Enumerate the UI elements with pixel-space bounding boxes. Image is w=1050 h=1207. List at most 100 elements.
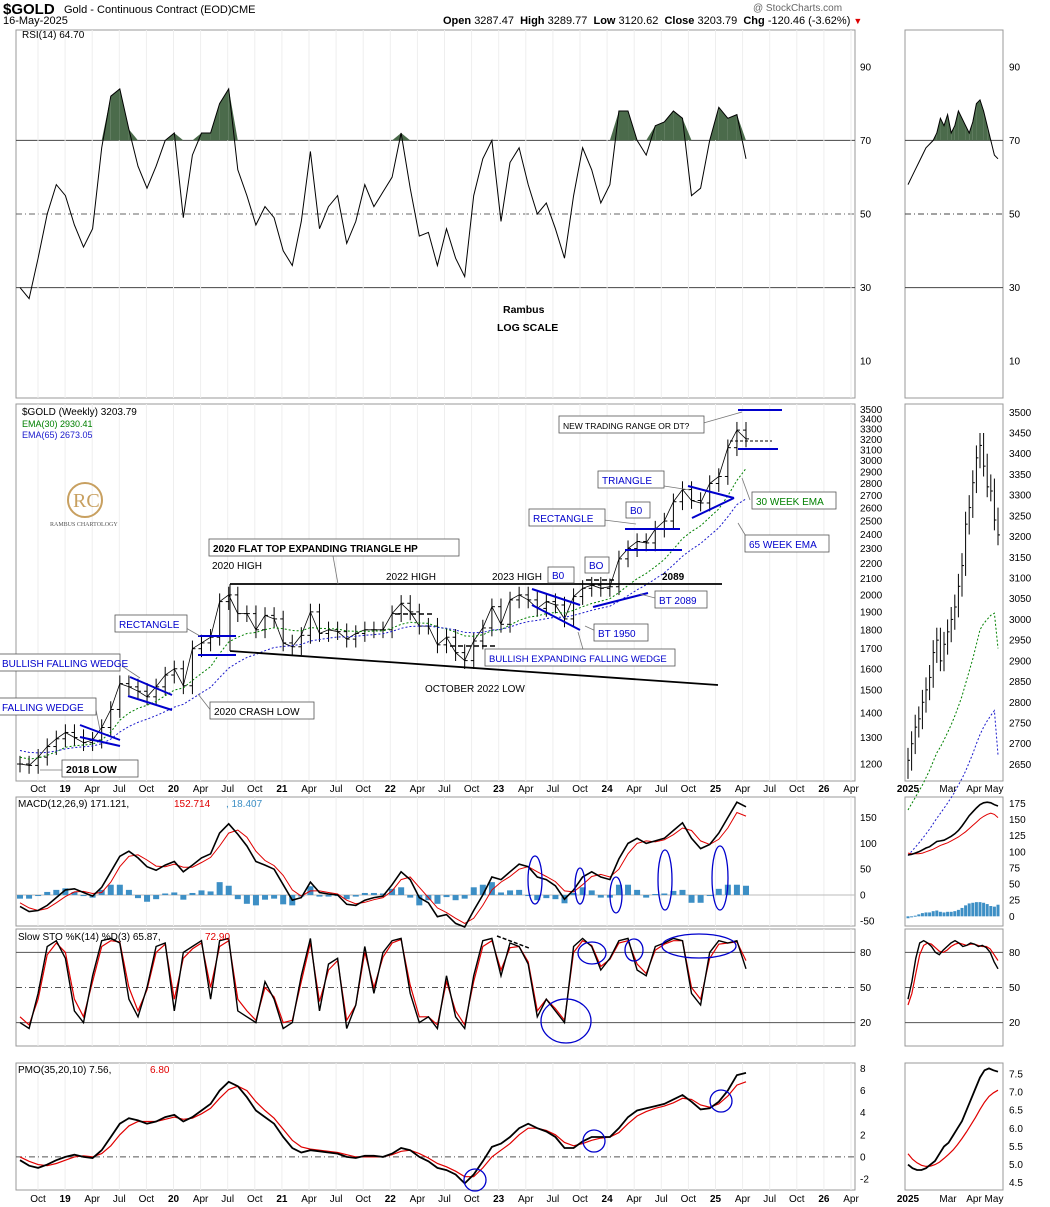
ema65-annot-label-box xyxy=(744,534,830,553)
befw-top xyxy=(531,588,581,606)
x-tick-label: Apr xyxy=(193,1194,209,1205)
pointer xyxy=(663,485,691,491)
y-tick-label: 20 xyxy=(1009,1018,1021,1029)
macd-histogram-bar xyxy=(62,888,69,896)
bt1950-label-box xyxy=(593,623,649,642)
y-tick-label: 50 xyxy=(860,210,872,221)
panel-frame-macd xyxy=(15,796,856,927)
zoom-macd-histogram-bar xyxy=(924,912,928,917)
pmo-signal-line xyxy=(19,1081,747,1178)
zoom-x-tick: May xyxy=(985,1194,1004,1205)
macd-histogram-bar xyxy=(234,895,241,900)
ema30-annot-label-box xyxy=(751,491,837,510)
zoom-rsi-fill xyxy=(958,110,962,141)
zoom-macd-histogram-bar xyxy=(938,911,942,917)
macd-histogram-bar xyxy=(325,895,332,897)
x-tick-label: Oct xyxy=(30,784,46,795)
chg-label: Chg xyxy=(743,15,765,27)
y-tick-label: 80 xyxy=(860,948,872,959)
zoom-rsi-fill xyxy=(976,99,980,141)
macd-histogram-bar xyxy=(243,895,250,904)
zoom-sto-k xyxy=(907,939,999,1000)
macd-histogram-bar xyxy=(71,891,78,896)
macd-histogram-bar xyxy=(125,889,132,896)
macd-histogram-bar xyxy=(507,890,514,896)
sto-ellipse xyxy=(661,933,737,959)
zoom-macd-histogram-bar xyxy=(949,911,953,917)
y-tick-label: 1700 xyxy=(860,644,883,655)
y-tick-label: 25 xyxy=(1009,896,1021,907)
x-tick-label: 23 xyxy=(493,1194,505,1205)
y-tick-label: 2 xyxy=(860,1130,866,1141)
triangle-bottom xyxy=(691,497,735,519)
x-tick-label: Oct xyxy=(681,1194,697,1205)
macd-histogram-bar xyxy=(44,891,51,896)
level-2089-label: 2089 xyxy=(662,572,685,583)
befw-label-box xyxy=(484,648,676,667)
macd-histogram-bar xyxy=(343,895,350,900)
rsi-overbought-fill xyxy=(110,88,120,141)
y-tick-label: 2000 xyxy=(860,590,883,601)
zoom-macd-histogram-bar xyxy=(935,910,939,917)
rsi-overbought-fill xyxy=(664,110,674,141)
y-tick-label: 3400 xyxy=(1009,449,1032,460)
macd-histogram-bar xyxy=(697,895,704,903)
macd-ellipse xyxy=(574,867,586,905)
x-tick-label: Apr xyxy=(518,784,534,795)
new-range-label: NEW TRADING RANGE OR DT? xyxy=(563,421,690,431)
y-tick-label: 3100 xyxy=(1009,574,1032,585)
x-tick-label: Jul xyxy=(221,1194,234,1205)
new-range-label-box xyxy=(558,415,705,434)
rsi-overbought-fill xyxy=(718,107,728,141)
x-tick-label: Oct xyxy=(355,784,371,795)
bfw-top xyxy=(129,676,173,696)
macd-histogram-bar xyxy=(380,893,386,896)
x-tick-label: Jul xyxy=(113,1194,126,1205)
y-tick-label: 6 xyxy=(860,1086,866,1097)
zoom-frame-pmo xyxy=(904,1062,1004,1191)
data-layer xyxy=(17,87,1000,1185)
x-tick-label: Jul xyxy=(547,1194,560,1205)
zoom-macd-histogram-bar xyxy=(996,904,1000,917)
x-tick-label: Oct xyxy=(681,784,697,795)
y-tick-label: 3000 xyxy=(1009,615,1032,626)
zoom-rsi-fill xyxy=(972,103,977,141)
y-tick-label: 0 xyxy=(860,891,866,902)
y-tick-label: 2200 xyxy=(860,559,883,570)
y-tick-label: 2800 xyxy=(1009,698,1032,709)
macd-histogram-bar xyxy=(271,895,278,899)
macd-histogram-bar xyxy=(53,889,60,896)
macd-histogram-bar xyxy=(688,895,695,903)
x-tick-label: Apr xyxy=(843,784,859,795)
open-value: 3287.47 xyxy=(474,15,514,27)
y-tick-label: 1600 xyxy=(860,664,883,675)
macd-ellipse xyxy=(711,845,729,911)
macd-histogram-bar xyxy=(107,884,114,896)
rsi-overbought-fill xyxy=(392,133,402,141)
x-tick-label: Apr xyxy=(843,1194,859,1205)
y-tick-label: 70 xyxy=(860,136,872,147)
x-tick-label: Oct xyxy=(139,1194,155,1205)
y-tick-label: 2400 xyxy=(860,530,883,541)
close-value: 3203.79 xyxy=(697,15,738,27)
x-tick-label: Apr xyxy=(193,784,209,795)
zoom-macd-histogram-bar xyxy=(920,913,924,917)
y-tick-label: 75 xyxy=(1009,863,1021,874)
x-tick-label: Jul xyxy=(547,784,560,795)
y-tick-label: 1300 xyxy=(860,733,883,744)
x-tick-label: 23 xyxy=(493,784,505,795)
price-close-line xyxy=(19,429,747,766)
macd-histogram-bar xyxy=(207,891,214,896)
zoom-macd-histogram-bar xyxy=(946,911,950,917)
header-watermark: @ StockCharts.com xyxy=(753,3,843,14)
y-tick-label: 10 xyxy=(1009,357,1021,368)
x-tick-label: Jul xyxy=(763,784,776,795)
macd-histogram-bar xyxy=(534,895,541,901)
y-tick-label: 30 xyxy=(1009,283,1021,294)
rsi-overbought-fill xyxy=(401,133,411,141)
rambus-label: Rambus xyxy=(503,304,545,316)
zoom-x-tick: Apr xyxy=(966,784,982,795)
annotation-layer xyxy=(0,409,837,1192)
x-tick-label: 26 xyxy=(818,784,830,795)
